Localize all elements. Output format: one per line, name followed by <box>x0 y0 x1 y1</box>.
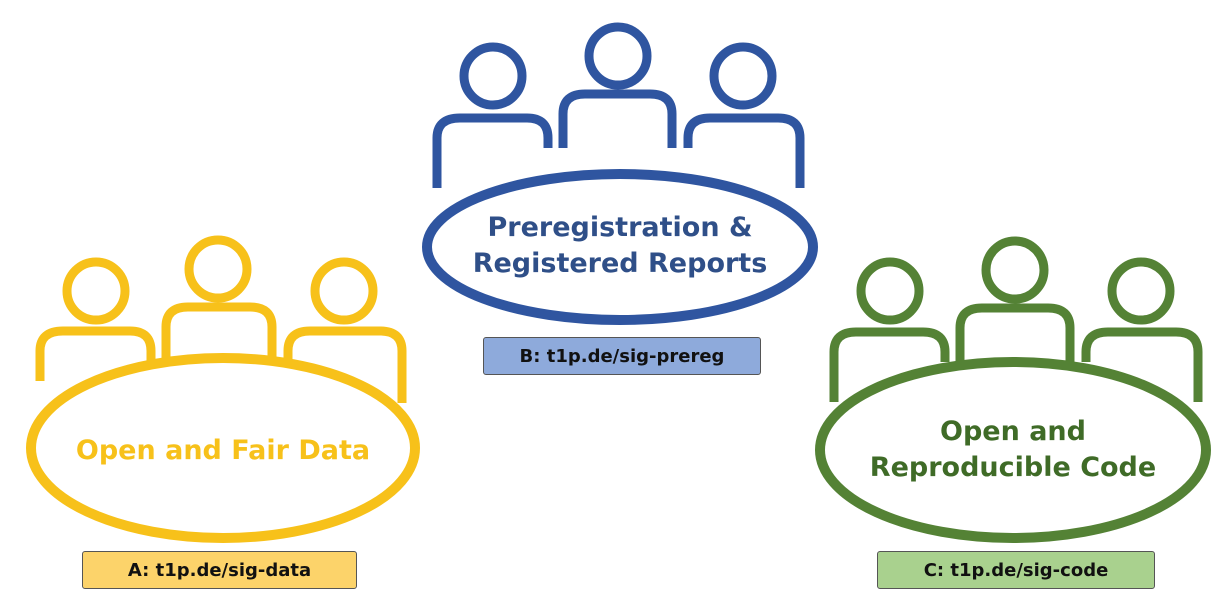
people-group-icon <box>26 235 420 543</box>
link-badge-prereg[interactable]: B: t1p.de/sig-prereg <box>483 337 761 375</box>
people-group-icon <box>422 22 818 325</box>
group-open-fair-data: Open and Fair Data <box>18 235 428 543</box>
group-preregistration: Preregistration & Registered Reports <box>410 22 830 328</box>
people-group-icon <box>815 236 1211 543</box>
group-reproducible-code: Open and Reproducible Code <box>808 236 1218 543</box>
group-title: Open and Reproducible Code <box>823 387 1203 512</box>
group-title: Preregistration & Registered Reports <box>430 183 810 308</box>
link-badge-data[interactable]: A: t1p.de/sig-data <box>82 551 357 589</box>
group-title-line: Registered Reports <box>472 247 768 279</box>
group-title-line: Preregistration & <box>487 212 753 244</box>
group-title-line: Open and Fair Data <box>75 434 371 466</box>
group-title-line: Open and <box>940 416 1086 448</box>
group-title: Open and Fair Data <box>38 393 408 508</box>
link-badge-code[interactable]: C: t1p.de/sig-code <box>877 551 1155 589</box>
group-title-line: Reproducible Code <box>869 451 1157 483</box>
